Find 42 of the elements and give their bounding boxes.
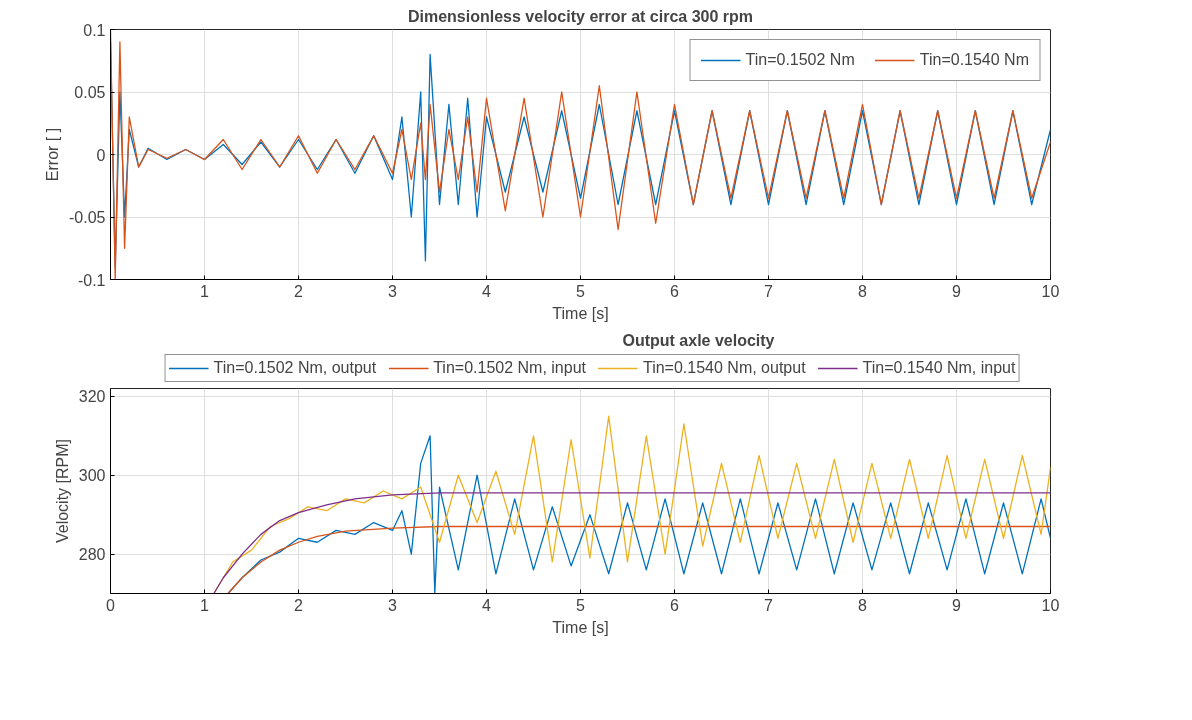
x-tick-label: 3 — [388, 282, 398, 300]
x-axis-title: Time [s] — [552, 304, 609, 322]
x-tick-label: 10 — [1041, 596, 1060, 614]
legend-label: Tin=0.1540 Nm, output — [642, 359, 806, 377]
x-tick-label: 6 — [670, 282, 680, 300]
chart-title: Output axle velocity — [622, 331, 775, 349]
y-axis-title: Velocity [RPM] — [53, 438, 71, 544]
line-series — [227, 525, 1051, 594]
chart-title: Dimensionless velocity error at circa 300 rpm — [407, 7, 754, 25]
y-tick-label: -0.1 — [77, 271, 106, 289]
x-tick-label: 7 — [764, 596, 774, 614]
y-tick-label: 0.1 — [83, 21, 106, 39]
legend-label: Tin=0.1502 Nm, output — [213, 359, 377, 377]
x-tick-label: 4 — [482, 596, 492, 614]
x-tick-label: 2 — [294, 596, 304, 614]
line-series — [213, 492, 1051, 594]
x-tick-label: 10 — [1041, 282, 1060, 300]
y-tick-label: 0.05 — [74, 84, 106, 101]
y-tick-label: -0.05 — [69, 209, 106, 226]
x-tick-label: 9 — [952, 596, 962, 614]
legend-label: Tin=0.1540 Nm — [919, 51, 1029, 69]
x-tick-label: 1 — [200, 282, 210, 300]
x-tick-label: 8 — [858, 596, 868, 614]
x-tick-label: 3 — [388, 596, 398, 614]
x-tick-label: 5 — [576, 596, 586, 614]
legend-label: Tin=0.1502 Nm — [745, 51, 855, 69]
x-tick-label: 6 — [670, 596, 680, 614]
legend-label: Tin=0.1540 Nm, input — [862, 359, 1016, 377]
x-tick-label: 1 — [200, 596, 210, 614]
x-tick-label: 5 — [576, 282, 586, 300]
legend-label: Tin=0.1502 Nm, input — [433, 359, 586, 377]
y-tick-label: 320 — [78, 388, 106, 406]
y-axis-title: Error [ ] — [44, 127, 62, 182]
x-axis-title: Time [s] — [552, 618, 609, 636]
x-tick-label: 2 — [294, 282, 304, 300]
x-tick-label: 7 — [764, 282, 774, 300]
x-tick-label: 9 — [952, 282, 962, 300]
x-tick-label: 8 — [858, 282, 868, 300]
y-tick-label: 300 — [78, 467, 106, 485]
x-tick-label: 4 — [482, 282, 492, 300]
y-tick-label: 0 — [96, 146, 106, 164]
y-tick-label: 280 — [78, 546, 106, 564]
